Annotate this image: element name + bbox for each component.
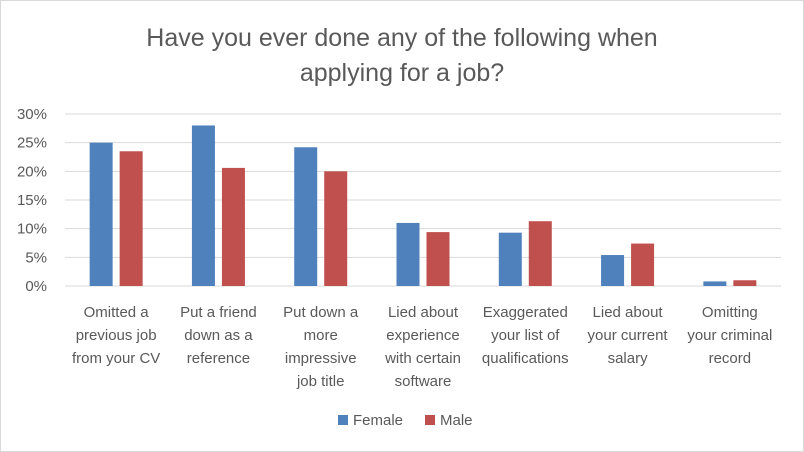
x-category-label-line: Lied about xyxy=(388,304,459,321)
x-category-label-line: previous job xyxy=(76,327,157,344)
x-category-label-line: experience xyxy=(386,327,459,344)
x-category-label-line: impressive xyxy=(285,350,357,367)
legend-label: Male xyxy=(440,412,473,429)
x-category-label-line: your current xyxy=(588,327,669,344)
bar-female xyxy=(89,142,113,286)
bar-female xyxy=(601,255,625,286)
x-category-label-line: Omitted a xyxy=(84,304,150,321)
bar-female xyxy=(396,222,420,286)
chart-title-line: Have you ever done any of the following … xyxy=(146,24,657,52)
bar-male xyxy=(221,167,245,286)
bar-male xyxy=(528,221,552,286)
x-category-label-line: more xyxy=(304,327,338,344)
x-category-label: Omitted a previous job from your CV xyxy=(72,304,160,367)
legend-swatch xyxy=(425,415,435,425)
y-tick-label: 15% xyxy=(17,192,47,209)
x-axis-categories: Omitted a previous job from your CV Put a f… xyxy=(72,304,772,390)
y-axis-ticks: 0% 5% 10% 15% 20% 25% 30% xyxy=(17,106,47,295)
bar-male xyxy=(733,280,757,286)
x-category-label-line: Put down a xyxy=(283,304,359,321)
x-category-label-line: Exaggerated xyxy=(483,304,568,321)
x-category-label-line: your criminal xyxy=(687,327,772,344)
legend-item-male: Male xyxy=(425,412,473,429)
bar-female xyxy=(703,281,727,286)
bar-male xyxy=(119,151,143,286)
y-tick-label: 30% xyxy=(17,106,47,123)
x-category-label: Exaggerated your list of qualifications xyxy=(482,304,569,367)
y-tick-label: 5% xyxy=(25,249,47,266)
legend-item-female: Female xyxy=(338,412,403,429)
x-category-label-line: Put a friend xyxy=(180,304,257,321)
x-category-label: Put down a more impressive job title xyxy=(283,304,359,390)
bar-male xyxy=(631,243,655,286)
bar-female xyxy=(191,125,215,286)
bar-female xyxy=(498,232,522,286)
x-category-label-line: salary xyxy=(608,350,649,367)
x-category-label-line: from your CV xyxy=(72,350,160,367)
bar-male xyxy=(426,232,450,286)
x-category-label-line: reference xyxy=(187,350,250,367)
legend-label: Female xyxy=(353,412,403,429)
bar-female xyxy=(294,147,318,286)
x-category-label-line: Omitting xyxy=(702,304,758,321)
legend: Female Male xyxy=(338,412,473,429)
x-category-label: Lied about experience with certain software xyxy=(384,304,461,390)
legend-swatch xyxy=(338,415,348,425)
y-tick-label: 20% xyxy=(17,163,47,180)
y-tick-label: 10% xyxy=(17,221,47,238)
chart-title: Have you ever done any of the following … xyxy=(146,24,657,87)
x-category-label-line: record xyxy=(709,350,752,367)
chart-title-line: applying for a job? xyxy=(300,59,504,87)
bars xyxy=(89,125,757,286)
x-category-label-line: with certain xyxy=(384,350,461,367)
x-category-label-line: qualifications xyxy=(482,350,569,367)
gridlines xyxy=(65,113,781,287)
x-category-label-line: Lied about xyxy=(593,304,664,321)
y-tick-label: 25% xyxy=(17,135,47,152)
x-category-label-line: job title xyxy=(296,373,345,390)
bar-male xyxy=(324,171,348,286)
x-category-label-line: down as a xyxy=(184,327,253,344)
x-category-label: Lied about your current salary xyxy=(588,304,669,367)
x-category-label: Omitting your criminal record xyxy=(687,304,772,367)
x-category-label: Put a friend down as a reference xyxy=(180,304,257,367)
x-category-label-line: your list of xyxy=(491,327,560,344)
y-tick-label: 0% xyxy=(25,278,47,295)
x-category-label-line: software xyxy=(395,373,452,390)
